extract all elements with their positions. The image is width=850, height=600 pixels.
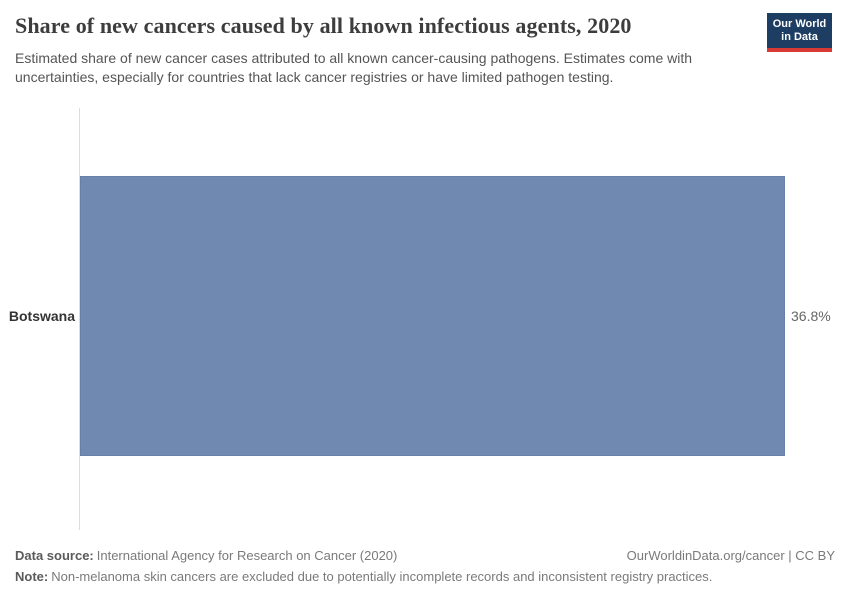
data-source-line: Data source: International Agency for Res… — [15, 548, 397, 564]
plot-area: Botswana 36.8% — [0, 100, 850, 540]
entity-label-botswana: Botswana — [8, 308, 75, 324]
data-source-text: International Agency for Research on Can… — [96, 548, 398, 563]
chart-footer: Data source: International Agency for Res… — [15, 548, 835, 585]
rights-line: OurWorldinData.org/cancer | CC BY — [627, 548, 835, 564]
bar-botswana[interactable] — [80, 176, 785, 456]
owid-logo-line1: Our World — [772, 17, 827, 30]
page-title: Share of new cancers caused by all known… — [15, 13, 632, 38]
rights-link[interactable]: OurWorldinData.org/cancer | CC BY — [626, 548, 835, 563]
data-source-label: Data source: — [15, 548, 94, 563]
note-line: Note: Non-melanoma skin cancers are exclu… — [15, 569, 835, 585]
note-text: Non-melanoma skin cancers are excluded d… — [51, 569, 713, 584]
y-axis-line — [79, 108, 80, 530]
value-label-botswana: 36.8% — [791, 308, 831, 324]
chart-subtitle: Estimated share of new cancer cases attr… — [15, 50, 693, 85]
note-label: Note: — [15, 569, 49, 584]
owid-logo-line2: in Data — [781, 30, 818, 43]
owid-logo: Our World in Data — [767, 13, 832, 52]
